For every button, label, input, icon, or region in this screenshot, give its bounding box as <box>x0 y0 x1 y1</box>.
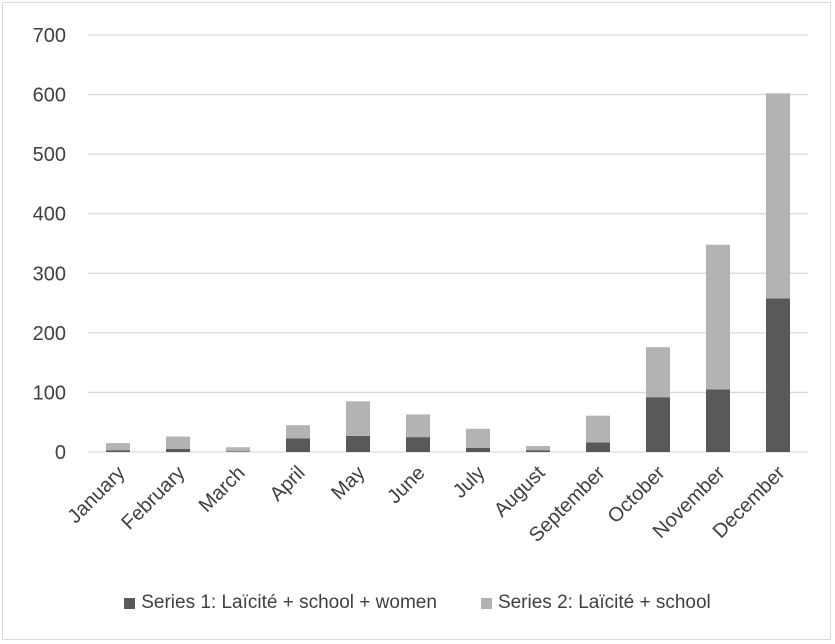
bar-series-1-april <box>286 438 310 452</box>
y-axis-ticks: 0 100 200 300 400 500 600 700 <box>33 25 66 464</box>
bar-series-1-november <box>706 389 730 452</box>
bar-series-2-january <box>106 443 130 451</box>
bar-series-2-september <box>586 415 610 443</box>
bar-series-1-january <box>106 450 130 452</box>
bar-series-1-august <box>526 450 550 452</box>
legend-label-series-1: Series 1: Laïcité + school + women <box>141 592 437 613</box>
y-tick-label: 0 <box>55 442 66 464</box>
legend-label-series-2: Series 2: Laïcité + school <box>497 592 711 613</box>
bar-series-2-december <box>766 93 790 299</box>
x-tick-label: August <box>490 462 550 522</box>
bar-series-1-june <box>406 437 430 452</box>
y-tick-label: 600 <box>33 85 66 107</box>
y-tick-label: 100 <box>33 382 66 404</box>
x-tick-label: March <box>195 462 250 517</box>
bar-series-1-july <box>466 447 490 452</box>
y-tick-label: 300 <box>33 263 66 285</box>
y-tick-label: 500 <box>33 144 66 166</box>
bars <box>106 93 790 452</box>
bar-series-1-february <box>166 449 190 452</box>
legend-swatch-series-1 <box>124 597 136 609</box>
legend-item-series-2: Series 2: Laïcité + school <box>480 592 711 614</box>
bar-series-2-april <box>286 425 310 439</box>
bar-series-1-may <box>346 435 370 452</box>
bar-series-2-may <box>346 401 370 436</box>
bar-series-1-march <box>226 451 250 452</box>
x-tick-label: May <box>327 462 369 504</box>
bar-series-2-august <box>526 446 550 451</box>
legend-swatch-series-2 <box>480 597 492 609</box>
bar-series-1-september <box>586 442 610 452</box>
bar-series-2-june <box>406 414 430 438</box>
x-tick-label: July <box>449 462 490 503</box>
legend-item-series-1: Series 1: Laïcité + school + women <box>124 592 437 614</box>
y-tick-label: 200 <box>33 323 66 345</box>
bar-series-2-march <box>226 447 250 452</box>
legend: Series 1: Laïcité + school + women Serie… <box>0 592 835 614</box>
bar-series-2-february <box>166 436 190 450</box>
bar-series-1-october <box>646 397 670 452</box>
x-tick-label: June <box>383 462 429 508</box>
gridlines <box>88 34 808 453</box>
x-tick-label: April <box>266 462 310 506</box>
y-tick-label: 700 <box>33 25 66 47</box>
bar-series-2-july <box>466 428 490 448</box>
bar-series-1-december <box>766 298 790 452</box>
x-tick-label: February <box>117 462 189 534</box>
bar-series-2-november <box>706 244 730 390</box>
bar-series-2-october <box>646 347 670 398</box>
y-tick-label: 400 <box>33 204 66 226</box>
